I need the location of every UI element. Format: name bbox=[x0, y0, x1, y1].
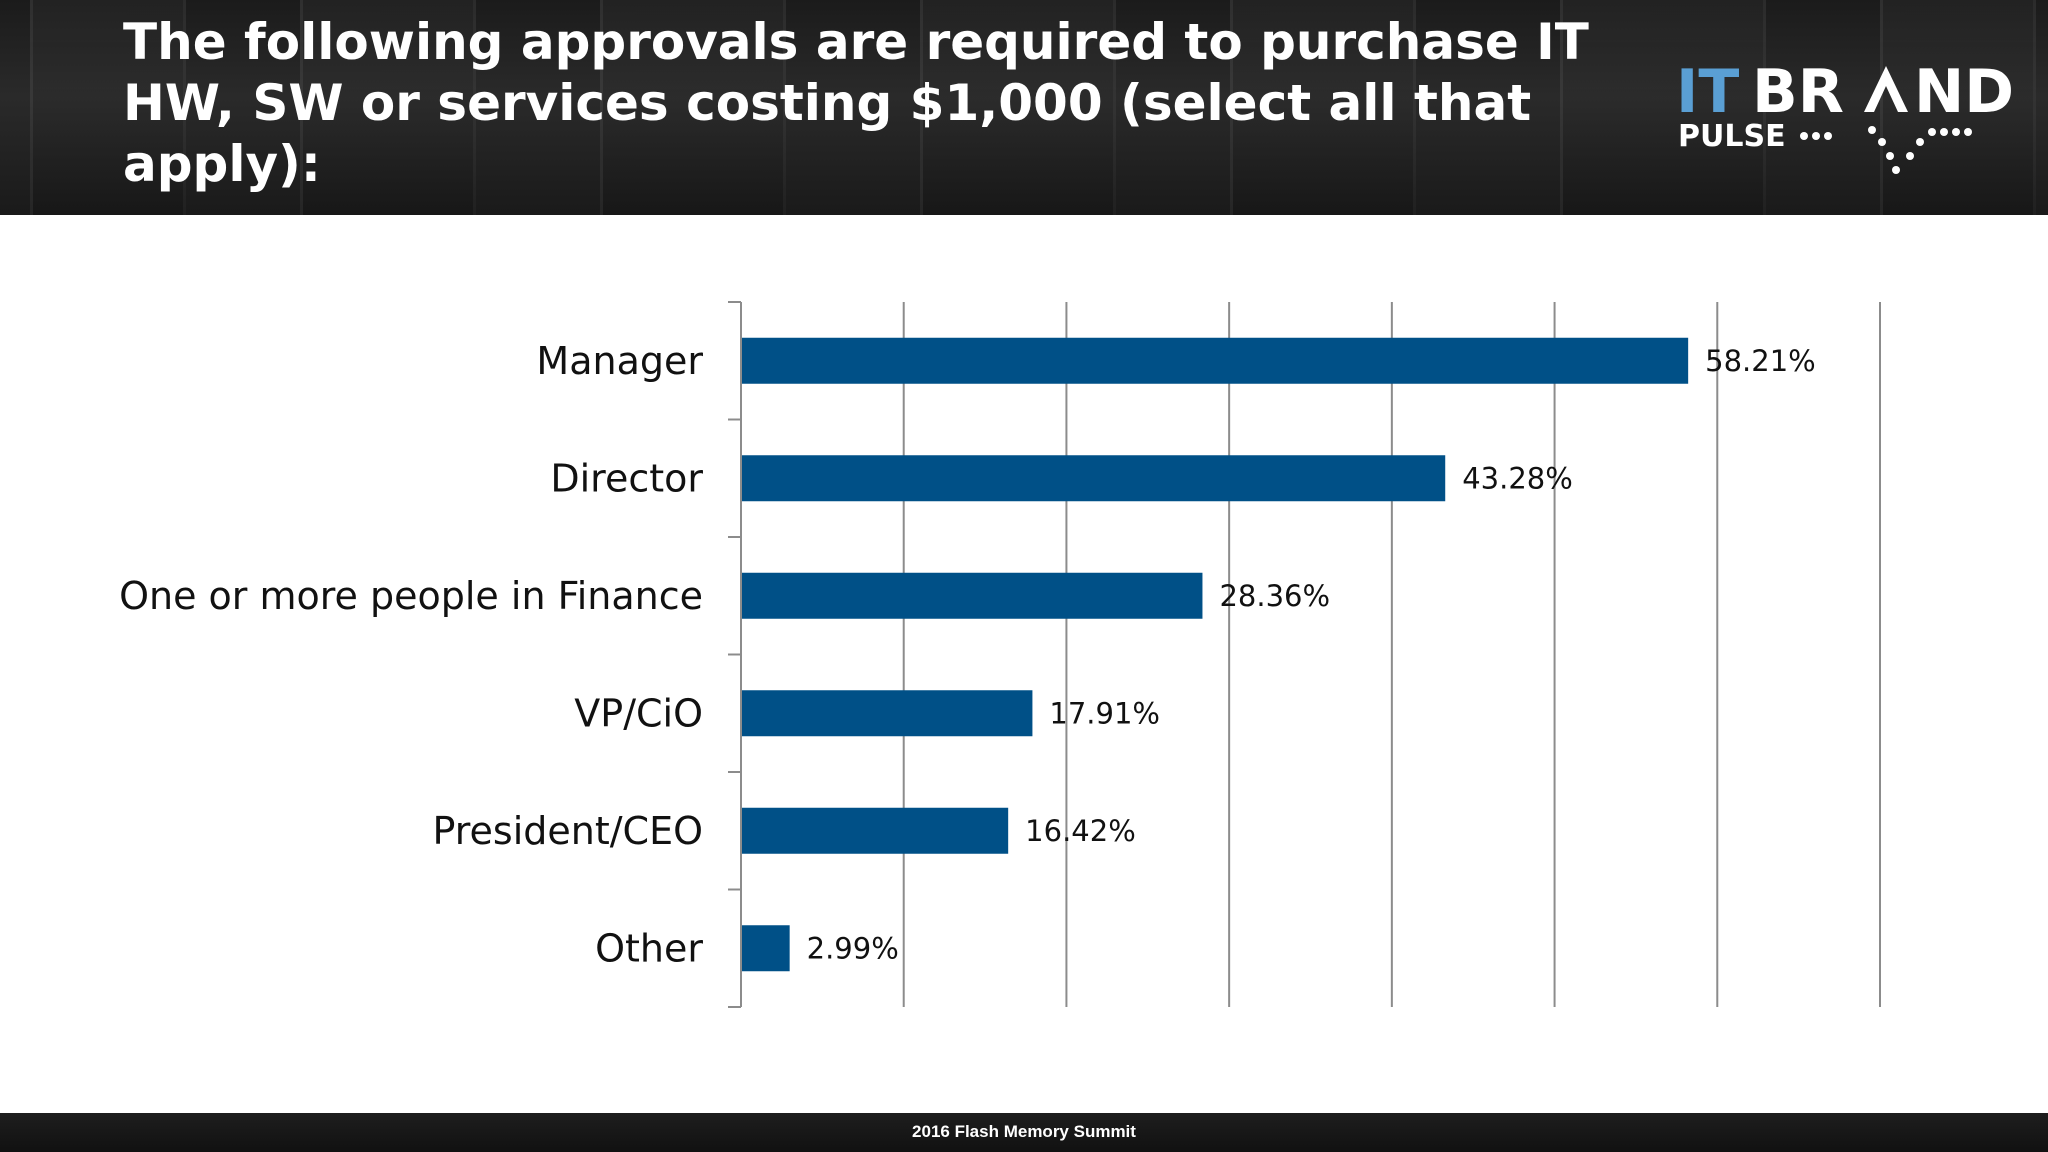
background-rack-decoration bbox=[600, 0, 786, 215]
background-rack-decoration bbox=[1560, 0, 1766, 215]
bar bbox=[742, 925, 790, 972]
logo-nd-text: ND bbox=[1914, 58, 2014, 127]
category-label: Director bbox=[550, 456, 703, 500]
category-label: President/CEO bbox=[432, 809, 703, 853]
logo-pulse-text: PULSE bbox=[1678, 119, 1786, 154]
category-label: One or more people in Finance bbox=[119, 574, 703, 618]
data-label: 17.91% bbox=[1049, 696, 1160, 730]
footer-bar: 2016 Flash Memory Summit bbox=[0, 1113, 2048, 1152]
data-label: 58.21% bbox=[1705, 344, 1816, 378]
data-label: 28.36% bbox=[1219, 579, 1330, 613]
category-label: Other bbox=[595, 926, 703, 970]
bar bbox=[742, 807, 1009, 854]
category-label: Manager bbox=[536, 339, 703, 383]
bar-chart: Manager Director One or more people in Fin… bbox=[119, 301, 1881, 1008]
category-labels: Manager Director One or more people in Fin… bbox=[119, 339, 703, 971]
data-label: 2.99% bbox=[807, 931, 899, 965]
slide-title: The following approvals are required to … bbox=[123, 13, 1589, 193]
logo-a-shape bbox=[1864, 66, 1908, 112]
y-axis bbox=[728, 301, 742, 1008]
logo-pulse-dots bbox=[1800, 126, 1972, 174]
background-rack-decoration bbox=[1230, 0, 1416, 215]
chart-area: Manager Director One or more people in Fin… bbox=[0, 215, 2048, 1113]
background-rack-decoration bbox=[920, 0, 1116, 215]
footer-text: 2016 Flash Memory Summit bbox=[912, 1122, 1136, 1141]
header-banner: The following approvals are required to … bbox=[0, 0, 2048, 215]
it-brand-pulse-logo: IT BR ND PULSE bbox=[1676, 58, 2014, 174]
data-label: 43.28% bbox=[1462, 461, 1573, 495]
bar bbox=[742, 690, 1033, 737]
background-rack-decoration bbox=[1880, 0, 2036, 215]
background-rack-decoration bbox=[300, 0, 476, 215]
data-label: 16.42% bbox=[1025, 814, 1136, 848]
bar bbox=[742, 455, 1446, 502]
logo-it-text: IT bbox=[1676, 58, 1739, 127]
category-label: VP/CiO bbox=[574, 691, 703, 735]
bar bbox=[742, 572, 1203, 619]
logo-br-text: BR bbox=[1752, 58, 1844, 127]
data-labels: 58.21% 43.28% 28.36% 17.91% 16.42% 2.99% bbox=[807, 344, 1816, 966]
gridlines bbox=[902, 302, 1881, 1007]
bars bbox=[742, 337, 1689, 972]
background-rack-decoration bbox=[30, 0, 186, 215]
bar bbox=[742, 337, 1689, 384]
